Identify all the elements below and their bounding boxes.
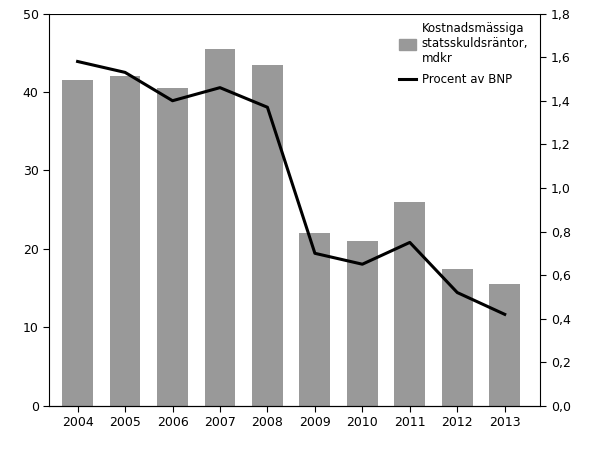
Bar xyxy=(300,233,330,406)
Bar xyxy=(204,49,235,406)
Bar xyxy=(394,202,426,406)
Bar xyxy=(252,64,283,406)
Bar xyxy=(442,269,473,406)
Legend: Kostnadsmässiga
statsskuldsräntor,
mdkr, Procent av BNP: Kostnadsmässiga statsskuldsräntor, mdkr,… xyxy=(395,18,533,91)
Bar xyxy=(62,80,93,406)
Bar xyxy=(347,241,378,406)
Bar xyxy=(489,284,520,406)
Bar xyxy=(157,88,188,406)
Bar xyxy=(110,76,141,406)
